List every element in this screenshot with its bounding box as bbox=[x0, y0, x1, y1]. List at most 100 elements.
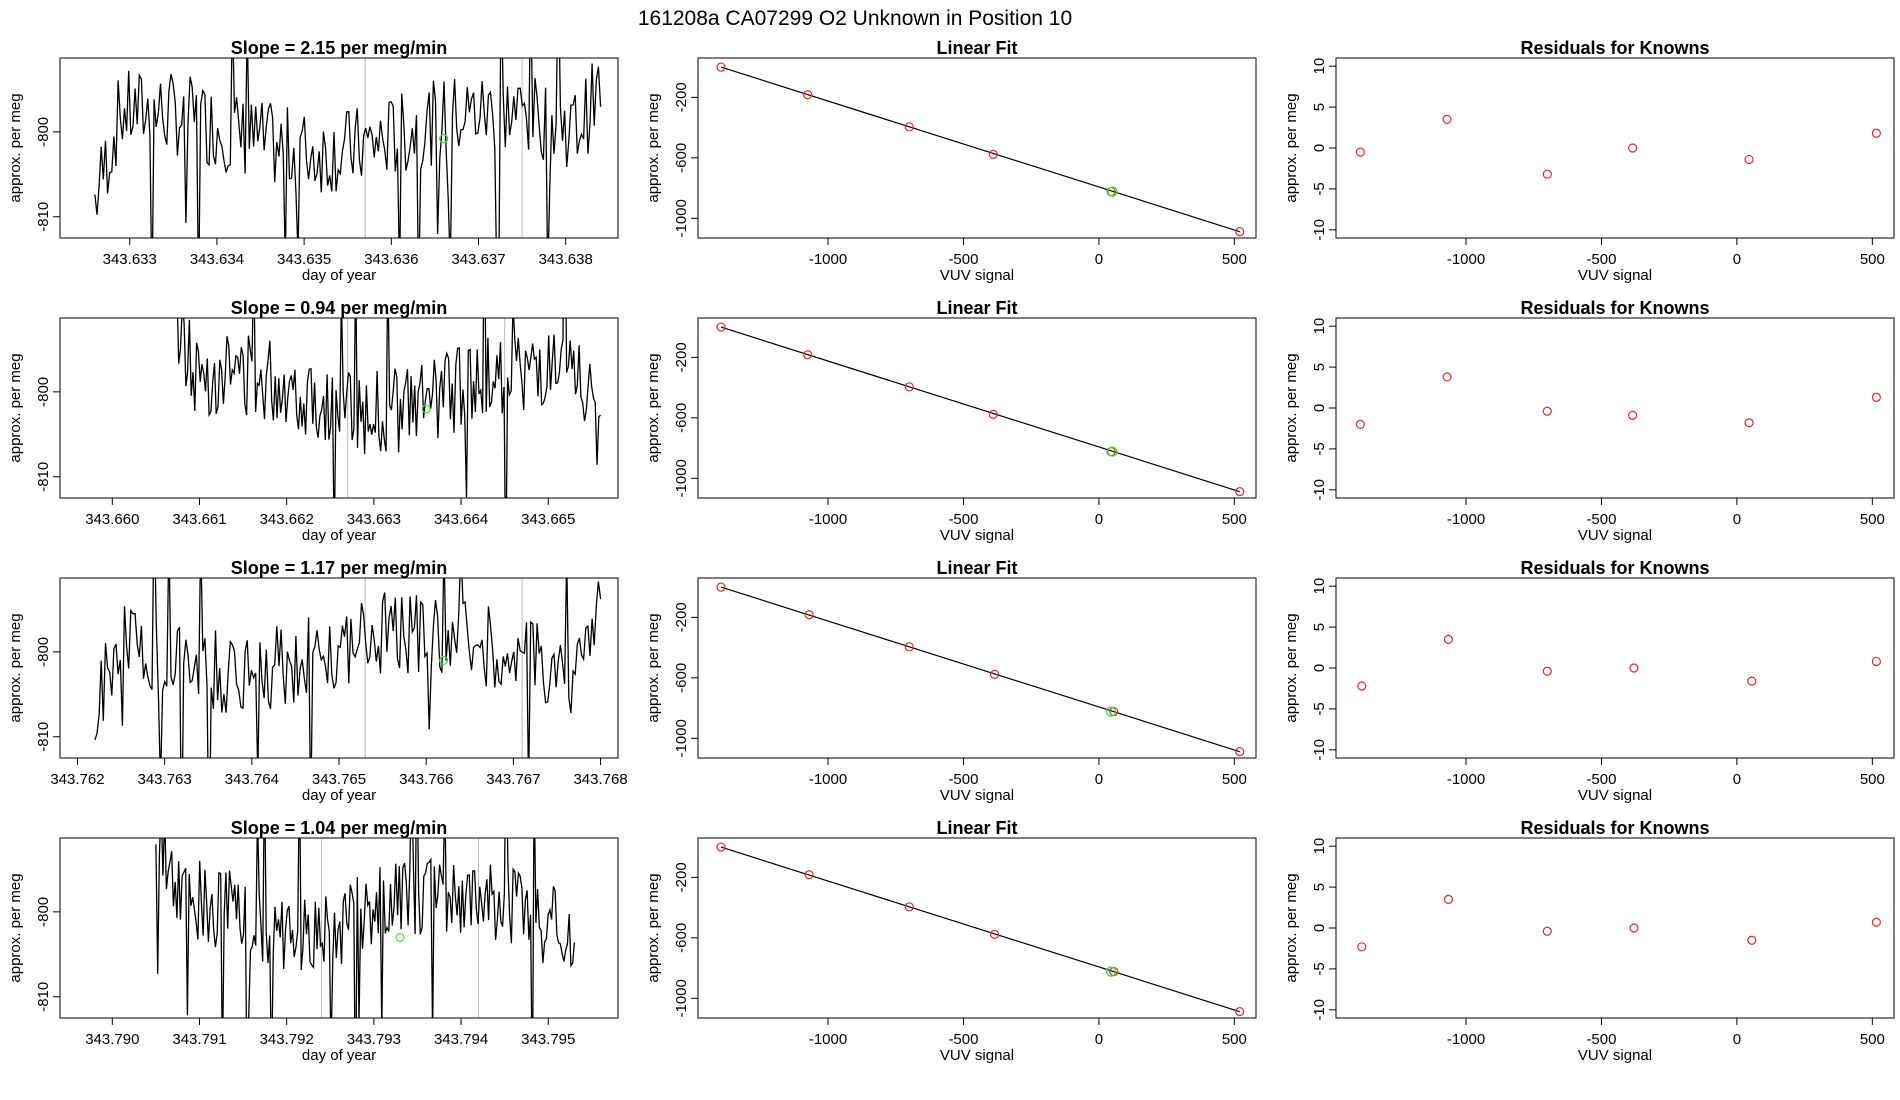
y-tick-label: -10 bbox=[1311, 479, 1328, 501]
y-axis-label: approx. per meg bbox=[1283, 353, 1300, 462]
x-tick-label: 343.662 bbox=[260, 511, 314, 528]
x-tick-label: 343.766 bbox=[399, 771, 453, 788]
x-tick-label: 0 bbox=[1733, 1031, 1741, 1048]
data-trace bbox=[94, 58, 602, 238]
residual-point bbox=[1542, 406, 1552, 416]
y-tick-label: -600 bbox=[673, 663, 690, 693]
x-tick-label: 0 bbox=[1095, 1031, 1103, 1048]
x-tick-label: -500 bbox=[1586, 251, 1616, 268]
residual-point bbox=[1744, 418, 1754, 428]
known-point bbox=[803, 90, 813, 100]
residual-point bbox=[1871, 917, 1881, 927]
x-tick-label: 343.665 bbox=[521, 511, 575, 528]
y-tick-label: 0 bbox=[1311, 144, 1328, 152]
y-tick-label: 5 bbox=[1311, 103, 1328, 111]
x-tick-label: 343.663 bbox=[347, 511, 401, 528]
known-point bbox=[1235, 487, 1245, 497]
panel-title: Linear Fit bbox=[936, 298, 1017, 318]
panel-row1-timeseries: Slope = 2.15 per meg/min 343.633 343.634 34… bbox=[7, 38, 619, 284]
panel-row2-residuals: Residuals for Knowns -1000 -500 0 500 10 5 0 -5 -… bbox=[1283, 298, 1895, 544]
known-point bbox=[988, 409, 998, 419]
y-tick-label: -1000 bbox=[673, 719, 690, 757]
known-point bbox=[716, 322, 726, 332]
plot-area bbox=[176, 318, 602, 498]
plot-frame bbox=[59, 57, 619, 239]
residual-point bbox=[1357, 681, 1367, 691]
panel-row1-residuals: Residuals for Knowns -1000 -500 0 500 10 5 0 -5 -… bbox=[1283, 38, 1895, 284]
residual-point bbox=[1628, 143, 1638, 153]
residual-point bbox=[1542, 926, 1552, 936]
x-tick-label: -1000 bbox=[1447, 251, 1485, 268]
data-trace bbox=[155, 838, 576, 1018]
plot-area bbox=[716, 62, 1245, 237]
x-tick-label: 343.633 bbox=[103, 251, 157, 268]
x-tick-label: 0 bbox=[1095, 511, 1103, 528]
unknown-point bbox=[1107, 186, 1118, 197]
x-tick-label: 343.793 bbox=[347, 1031, 401, 1048]
residual-point bbox=[1442, 372, 1452, 382]
panel-row3-linearfit: Linear Fit -1000 -500 0 500 -200 -600 -1000 VUV … bbox=[645, 558, 1257, 804]
known-point bbox=[716, 62, 726, 72]
known-point bbox=[1235, 747, 1245, 757]
panel-row3-timeseries: Slope = 1.17 per meg/min 343.762 343.763 34… bbox=[7, 558, 628, 804]
x-tick-label: -1000 bbox=[1447, 1031, 1485, 1048]
known-point bbox=[990, 929, 1000, 939]
y-tick-label: -800 bbox=[35, 377, 52, 407]
plot-frame bbox=[697, 837, 1257, 1019]
x-tick-label: 343.661 bbox=[172, 511, 226, 528]
x-axis-label: day of year bbox=[302, 527, 376, 544]
y-tick-label: 10 bbox=[1311, 318, 1328, 335]
panel-title: Residuals for Knowns bbox=[1520, 818, 1709, 838]
residual-point bbox=[1443, 634, 1454, 644]
y-tick-label: -5 bbox=[1311, 442, 1328, 455]
plot-area bbox=[1357, 894, 1881, 952]
x-tick-label: 343.790 bbox=[85, 1031, 139, 1048]
x-tick-label: 343.792 bbox=[260, 1031, 314, 1048]
y-tick-label: -800 bbox=[35, 637, 52, 667]
x-axis-label: VUV signal bbox=[1578, 787, 1652, 804]
x-tick-label: 500 bbox=[1860, 771, 1885, 788]
y-axis-label: approx. per meg bbox=[1283, 93, 1300, 202]
plot-area bbox=[1355, 114, 1881, 179]
plot-area bbox=[1355, 372, 1881, 429]
y-tick-label: -810 bbox=[35, 982, 52, 1012]
y-tick-label: 0 bbox=[1311, 404, 1328, 412]
y-tick-label: 5 bbox=[1311, 623, 1328, 631]
y-tick-label: 0 bbox=[1311, 664, 1328, 672]
unknown-point bbox=[1105, 706, 1117, 717]
y-tick-label: -800 bbox=[35, 897, 52, 927]
y-tick-label: -810 bbox=[35, 202, 52, 232]
y-axis-label: approx. per meg bbox=[1283, 873, 1300, 982]
y-axis-label: approx. per meg bbox=[7, 873, 24, 982]
x-tick-label: 0 bbox=[1733, 511, 1741, 528]
x-tick-label: 500 bbox=[1222, 511, 1247, 528]
plot-area bbox=[716, 582, 1245, 757]
y-tick-label: -1000 bbox=[673, 199, 690, 237]
y-axis-label: approx. per meg bbox=[7, 93, 24, 202]
unknown-point bbox=[395, 932, 405, 942]
plot-frame bbox=[59, 837, 619, 1019]
y-tick-label: -10 bbox=[1311, 999, 1328, 1021]
x-axis-label: VUV signal bbox=[940, 267, 1014, 284]
residual-point bbox=[1871, 656, 1881, 667]
plot-area bbox=[716, 322, 1245, 497]
data-trace bbox=[94, 578, 602, 758]
y-tick-label: -600 bbox=[673, 143, 690, 173]
known-point bbox=[904, 122, 914, 132]
y-tick-label: -810 bbox=[35, 462, 52, 492]
residual-point bbox=[1355, 419, 1365, 429]
fit-line bbox=[720, 586, 1240, 753]
panels: Slope = 2.15 per meg/min 343.633 343.634 34… bbox=[7, 38, 1895, 1064]
x-tick-label: 500 bbox=[1222, 251, 1247, 268]
x-tick-label: -500 bbox=[1586, 511, 1616, 528]
x-tick-label: -500 bbox=[1586, 771, 1616, 788]
x-tick-label: -1000 bbox=[809, 511, 847, 528]
panel-title: Slope = 1.17 per meg/min bbox=[231, 558, 448, 578]
y-tick-label: -5 bbox=[1311, 702, 1328, 715]
x-axis-label: VUV signal bbox=[1578, 527, 1652, 544]
x-tick-label: 343.764 bbox=[225, 771, 279, 788]
known-point bbox=[988, 149, 998, 159]
residual-point bbox=[1542, 169, 1552, 179]
y-tick-label: -1000 bbox=[673, 459, 690, 497]
